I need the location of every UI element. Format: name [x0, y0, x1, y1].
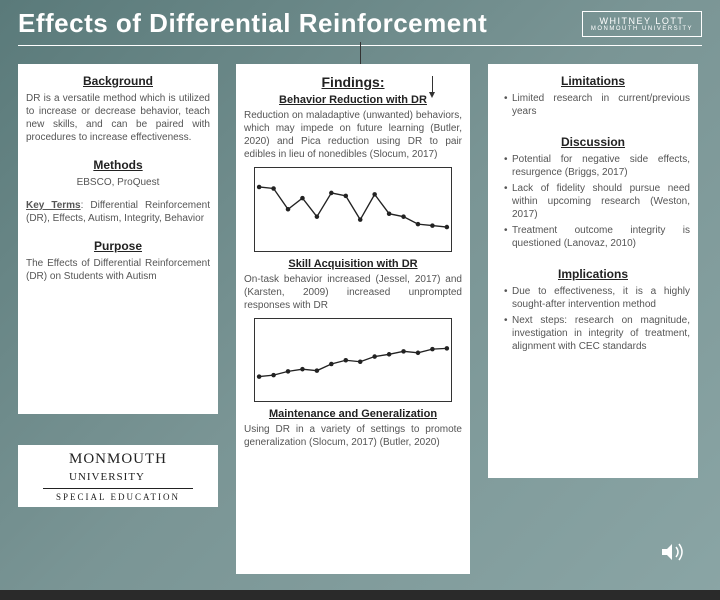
footer-bar	[0, 590, 720, 600]
author-box: WHITNEY LOTT MONMOUTH UNIVERSITY	[582, 11, 702, 37]
list-item: Lack of fidelity should pursue need with…	[504, 182, 690, 221]
logo-word2: UNIVERSITY	[69, 471, 145, 483]
findings-heading: Findings:	[244, 74, 462, 90]
column-right: Limitations Limited research in current/…	[488, 64, 698, 478]
column-center: Findings: Behavior Reduction with DR Red…	[236, 64, 470, 574]
implications-heading: Implications	[496, 267, 690, 281]
methods-text: EBSCO, ProQuest	[26, 176, 210, 189]
keyterms-text: Key Terms: Differential Reinforcement (D…	[26, 199, 210, 225]
limitations-heading: Limitations	[496, 74, 690, 88]
logo-box: MONMOUTH UNIVERSITY SPECIAL EDUCATION	[18, 445, 218, 507]
logo-line1: MONMOUTH UNIVERSITY	[69, 451, 167, 485]
chart-skill-acquisition	[254, 318, 452, 403]
keyterms-label: Key Terms	[26, 200, 81, 211]
skill-acquisition-text: On-task behavior increased (Jessel, 2017…	[244, 273, 462, 312]
limitations-list: Limited research in current/previous yea…	[496, 92, 690, 118]
author-university: MONMOUTH UNIVERSITY	[591, 26, 693, 32]
maintenance-text: Using DR in a variety of settings to pro…	[244, 423, 462, 449]
list-item: Treatment outcome integrity is questione…	[504, 224, 690, 250]
behavior-reduction-text: Reduction on maladaptive (unwanted) beha…	[244, 109, 462, 161]
header: Effects of Differential Reinforcement WH…	[0, 0, 720, 43]
purpose-text: The Effects of Differential Reinforcemen…	[26, 257, 210, 283]
column-left: Background DR is a versatile method whic…	[18, 64, 218, 414]
background-text: DR is a versatile method which is utiliz…	[26, 92, 210, 144]
methods-heading: Methods	[26, 158, 210, 172]
logo-word1: MONMOUTH	[69, 451, 167, 467]
list-item: Next steps: research on magnitude, inves…	[504, 314, 690, 353]
arrow-inside-findings	[432, 76, 433, 94]
maintenance-heading: Maintenance and Generalization	[244, 408, 462, 420]
sound-icon[interactable]	[658, 538, 686, 566]
author-name: WHITNEY LOTT	[591, 16, 693, 26]
discussion-heading: Discussion	[496, 135, 690, 149]
list-item: Due to effectiveness, it is a highly sou…	[504, 285, 690, 311]
page-title: Effects of Differential Reinforcement	[18, 8, 487, 39]
purpose-heading: Purpose	[26, 239, 210, 253]
list-item: Potential for negative side effects, res…	[504, 153, 690, 179]
logo-divider	[43, 488, 193, 489]
background-heading: Background	[26, 74, 210, 88]
discussion-list: Potential for negative side effects, res…	[496, 153, 690, 250]
chart-behavior-reduction	[254, 167, 452, 252]
logo-line2: SPECIAL EDUCATION	[56, 492, 180, 502]
skill-acquisition-heading: Skill Acquisition with DR	[244, 258, 462, 270]
implications-list: Due to effectiveness, it is a highly sou…	[496, 285, 690, 353]
list-item: Limited research in current/previous yea…	[504, 92, 690, 118]
